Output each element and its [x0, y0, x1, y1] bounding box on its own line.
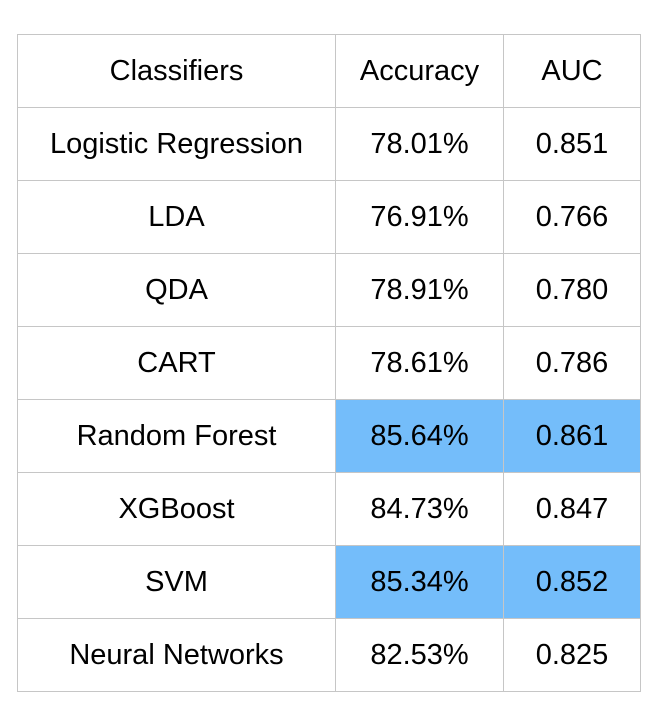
- table-row: CART 78.61% 0.786: [17, 326, 641, 400]
- classifier-cell: Logistic Regression: [17, 107, 336, 181]
- classifier-cell: SVM: [17, 545, 336, 619]
- auc-cell: 0.852: [503, 545, 641, 619]
- table-body: Logistic Regression 78.01% 0.851 LDA 76.…: [17, 107, 641, 692]
- table-header: Classifiers Accuracy AUC: [17, 34, 641, 108]
- accuracy-cell: 78.91%: [335, 253, 504, 327]
- auc-cell: 0.847: [503, 472, 641, 546]
- auc-cell: 0.825: [503, 618, 641, 692]
- classifier-cell: QDA: [17, 253, 336, 327]
- auc-cell: 0.851: [503, 107, 641, 181]
- header-auc: AUC: [503, 34, 641, 108]
- table-row: Random Forest 85.64% 0.861: [17, 399, 641, 473]
- table-row: LDA 76.91% 0.766: [17, 180, 641, 254]
- auc-cell: 0.780: [503, 253, 641, 327]
- classifier-cell: Neural Networks: [17, 618, 336, 692]
- accuracy-cell: 78.61%: [335, 326, 504, 400]
- header-classifiers: Classifiers: [17, 34, 336, 108]
- accuracy-cell: 82.53%: [335, 618, 504, 692]
- accuracy-cell: 85.34%: [335, 545, 504, 619]
- header-row: Classifiers Accuracy AUC: [17, 34, 641, 108]
- table-row: Logistic Regression 78.01% 0.851: [17, 107, 641, 181]
- classifier-results-table: Classifiers Accuracy AUC Logistic Regres…: [17, 34, 641, 692]
- accuracy-cell: 78.01%: [335, 107, 504, 181]
- table-row: Neural Networks 82.53% 0.825: [17, 618, 641, 692]
- header-accuracy: Accuracy: [335, 34, 504, 108]
- accuracy-cell: 76.91%: [335, 180, 504, 254]
- classifier-cell: Random Forest: [17, 399, 336, 473]
- auc-cell: 0.786: [503, 326, 641, 400]
- table-row: SVM 85.34% 0.852: [17, 545, 641, 619]
- classifier-cell: CART: [17, 326, 336, 400]
- classifier-cell: XGBoost: [17, 472, 336, 546]
- accuracy-cell: 84.73%: [335, 472, 504, 546]
- table-row: XGBoost 84.73% 0.847: [17, 472, 641, 546]
- table-row: QDA 78.91% 0.780: [17, 253, 641, 327]
- auc-cell: 0.861: [503, 399, 641, 473]
- accuracy-cell: 85.64%: [335, 399, 504, 473]
- auc-cell: 0.766: [503, 180, 641, 254]
- classifier-cell: LDA: [17, 180, 336, 254]
